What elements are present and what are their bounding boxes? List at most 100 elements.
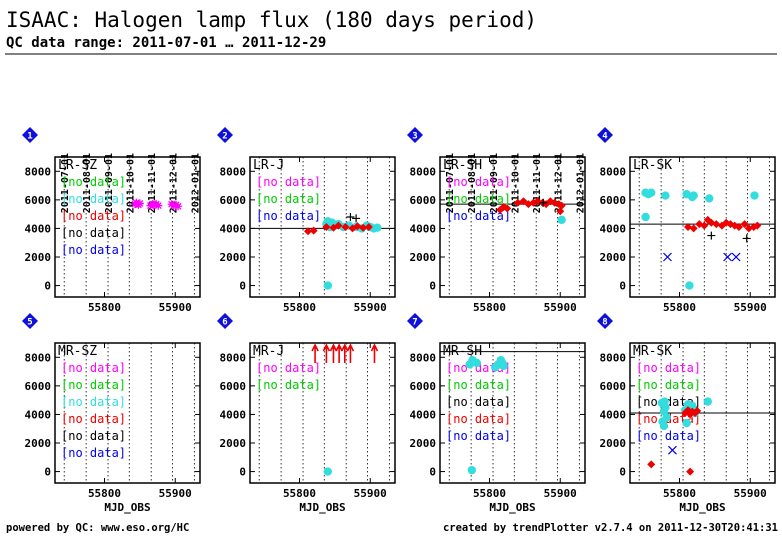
date-tick-label: 2011-07-01 <box>445 153 456 213</box>
date-tick-label: 2012-01-01 <box>190 153 201 213</box>
no-data-label: [no data] <box>636 378 701 392</box>
panel-badge-number: 1 <box>27 132 32 142</box>
data-point <box>322 223 331 231</box>
y-tick-label: 6000 <box>25 194 52 207</box>
plot-frame <box>54 156 201 298</box>
no-data-label: [no data] <box>61 243 126 257</box>
y-tick-label: 2000 <box>220 437 247 450</box>
panel-badge-number: 7 <box>412 318 417 328</box>
y-tick-label: 4000 <box>410 222 437 235</box>
x-tick-label: 55800 <box>283 301 316 314</box>
data-point <box>663 252 672 262</box>
panel-7: 7 0 2000 4000 6000 8000 55800 55900 MJD_OBS MR-SH… <box>407 313 586 514</box>
y-tick-label: 8000 <box>25 165 52 178</box>
data-point <box>647 188 656 197</box>
data-point <box>753 221 762 230</box>
data-point <box>359 223 368 232</box>
data-point <box>689 224 698 233</box>
y-tick-label: 2000 <box>410 437 437 450</box>
no-data-label: [no data] <box>61 192 126 206</box>
date-tick-label: 2011-08-01 <box>82 153 93 213</box>
date-axis-labels: 2011-07-01 2011-08-01 2011-09-01 2011-10-01… <box>60 153 201 213</box>
no-data-label: [no data] <box>61 378 126 392</box>
y-tick-label: 8000 <box>220 351 247 364</box>
y-tick-label: 0 <box>619 466 626 479</box>
data-point <box>513 198 522 207</box>
data-point <box>740 220 749 229</box>
y-tick-label: 8000 <box>600 351 627 364</box>
plot-frame <box>249 156 396 298</box>
data-point <box>311 343 319 363</box>
x-tick-label: 55900 <box>159 301 192 314</box>
panel-badge-icon <box>217 313 233 329</box>
data-point <box>668 445 677 455</box>
data-point <box>154 201 163 210</box>
y-tick-label: 4000 <box>410 408 437 421</box>
data-point <box>742 234 751 243</box>
y-tick-label: 0 <box>429 280 436 293</box>
plot-frame <box>249 342 396 484</box>
x-tick-label: 55800 <box>663 487 696 500</box>
x-axis-label: MJD_OBS <box>489 501 535 514</box>
data-point <box>705 194 714 203</box>
panel-8: 8 0 2000 4000 6000 8000 55800 55900 MJD_OBS MR-SK… <box>597 313 776 514</box>
data-point <box>364 223 373 231</box>
no-data-label: [no data] <box>61 226 126 240</box>
y-tick-label: 4000 <box>25 408 52 421</box>
panel-badge-icon <box>22 313 38 329</box>
data-point <box>174 202 183 211</box>
y-tick-label: 4000 <box>600 408 627 421</box>
y-tick-label: 2000 <box>220 251 247 264</box>
y-tick-label: 0 <box>429 466 436 479</box>
no-data-label: [no data] <box>256 209 321 223</box>
x-tick-label: 55900 <box>159 487 192 500</box>
data-point <box>688 401 697 411</box>
panel-5: 5 0 2000 4000 6000 8000 55800 55900 MJD_OBS MR-SZ… <box>22 313 201 514</box>
footer-left: powered by QC: www.eso.org/HC <box>6 522 190 534</box>
data-point <box>503 204 512 213</box>
no-data-label: [no data] <box>256 361 321 375</box>
data-point <box>322 343 331 363</box>
data-point <box>498 358 507 368</box>
data-point <box>700 221 709 230</box>
panel-label: MR-SK <box>633 344 672 359</box>
x-tick-label: 55800 <box>88 487 121 500</box>
no-data-label: [no data] <box>256 378 321 392</box>
y-tick-label: 6000 <box>410 380 437 393</box>
plot-frame <box>629 156 776 298</box>
data-point <box>647 460 656 469</box>
data-point <box>346 213 355 221</box>
x-axis-label: MJD_OBS <box>299 501 345 514</box>
x-tick-label: 55900 <box>354 301 387 314</box>
y-tick-label: 6000 <box>25 380 52 393</box>
y-tick-label: 4000 <box>25 222 52 235</box>
x-tick-label: 55800 <box>473 487 506 500</box>
plot-frame <box>439 342 586 484</box>
x-axis-label: MJD_OBS <box>679 501 725 514</box>
panel-label: LR-J <box>253 158 284 173</box>
no-data-label: [no data] <box>446 412 511 426</box>
data-point <box>323 281 333 290</box>
no-data-label: [no data] <box>636 361 701 375</box>
y-tick-label: 0 <box>239 466 246 479</box>
y-tick-label: 0 <box>619 280 626 293</box>
data-point <box>373 223 382 232</box>
data-point <box>556 207 565 216</box>
date-tick-label: 2011-09-01 <box>489 153 500 213</box>
data-point <box>370 343 379 363</box>
no-data-label: [no data] <box>256 175 321 189</box>
data-point <box>641 212 650 222</box>
no-data-label: [no data] <box>61 446 126 460</box>
y-tick-label: 0 <box>44 466 51 479</box>
y-tick-label: 8000 <box>220 165 247 178</box>
date-axis-labels: 2011-07-01 2011-08-01 2011-09-01 2011-10-01… <box>445 153 586 213</box>
data-point <box>341 223 350 231</box>
panel-4: 4 0 2000 4000 6000 8000 55800 55900 LR-SK <box>597 127 776 314</box>
panel-label: MR-J <box>253 344 284 359</box>
data-point <box>304 227 312 236</box>
data-point <box>309 226 318 235</box>
panel-badge-icon <box>217 127 233 143</box>
panel-badge-icon <box>597 313 613 329</box>
panel-badge-icon <box>22 127 38 143</box>
no-data-label: [no data] <box>636 429 701 443</box>
